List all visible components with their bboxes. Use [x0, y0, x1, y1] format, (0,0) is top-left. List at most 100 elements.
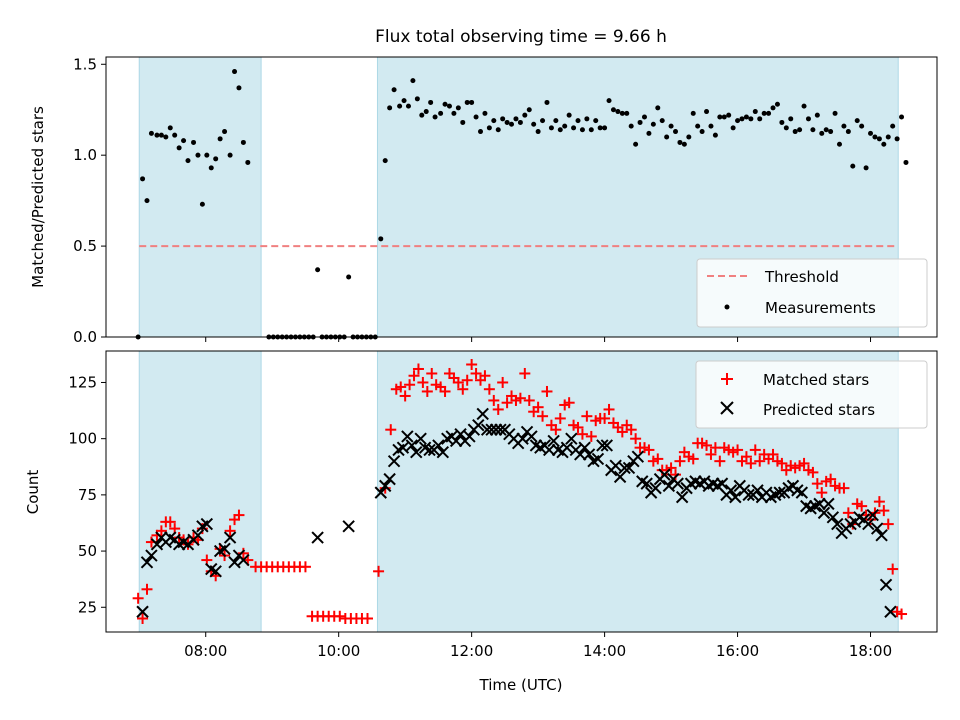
measurement-point — [544, 99, 550, 105]
bottom-x-tick-label: 12:00 — [450, 642, 493, 660]
measurement-point — [405, 103, 411, 109]
measurement-point — [401, 98, 407, 104]
measurement-point — [610, 107, 616, 113]
matched-star-point — [838, 482, 850, 494]
matched-star-point — [461, 374, 473, 386]
measurement-point — [890, 123, 896, 129]
predicted-star-point — [831, 517, 844, 531]
predicted-star-point — [662, 479, 676, 493]
predicted-star-point — [591, 452, 605, 466]
predicted-star-point — [223, 531, 237, 544]
top-y-tick-label: 0.5 — [73, 237, 97, 255]
predicted-star-point — [476, 407, 489, 421]
measurement-point — [761, 110, 767, 116]
matched-star-point — [603, 403, 615, 415]
bottom-x-axis-label: Time (UTC) — [479, 676, 563, 694]
matched-star-point — [385, 424, 397, 436]
measurement-point — [158, 132, 164, 138]
predicted-star-point — [578, 441, 591, 454]
predicted-star-point — [311, 531, 324, 544]
predicted-star-point — [379, 479, 392, 493]
measurement-point — [486, 125, 492, 131]
measurement-point — [823, 127, 829, 133]
predicted-star-point — [675, 490, 689, 504]
matched-star-point — [492, 403, 504, 415]
matched-star-point — [873, 496, 885, 508]
measurement-point — [432, 114, 438, 120]
measurement-point — [885, 134, 891, 140]
matched-star-point — [483, 383, 495, 395]
predicted-star-point — [622, 461, 636, 475]
matched-star-point — [798, 457, 810, 469]
measurement-point — [726, 112, 732, 118]
bottom-y-tick-label: 25 — [78, 598, 97, 616]
measurement-point — [845, 129, 851, 135]
measurement-point — [531, 121, 537, 127]
measurement-point — [792, 129, 798, 135]
measurement-point — [584, 116, 590, 122]
bottom-y-tick-label: 125 — [68, 373, 97, 391]
predicted-star-point — [423, 443, 436, 457]
matched-star-point — [776, 457, 788, 469]
legend-matched-label: Matched stars — [763, 371, 869, 389]
predicted-star-point — [342, 520, 355, 533]
bottom-y-tick-label: 75 — [78, 486, 97, 504]
predicted-star-point — [547, 434, 560, 448]
measurement-point — [181, 138, 187, 144]
measurement-point — [455, 105, 461, 111]
measurement-point — [615, 109, 621, 115]
matched-star-point — [523, 394, 535, 406]
matched-star-point — [299, 561, 311, 573]
matched-star-point — [417, 376, 429, 388]
matched-star-point — [687, 453, 699, 465]
matched-star-point — [599, 412, 611, 424]
measurement-point — [217, 136, 223, 142]
predicted-star-point — [649, 481, 662, 495]
predicted-star-point — [729, 490, 742, 504]
matched-star-point — [554, 412, 566, 424]
top-observing-span-1 — [138, 56, 262, 338]
predicted-star-point — [565, 432, 578, 445]
predicted-star-point — [715, 477, 729, 490]
measurement-point — [513, 116, 519, 122]
measurement-point — [881, 141, 887, 147]
measurement-point — [144, 198, 150, 204]
matched-star-point — [572, 421, 584, 433]
predicted-star-point — [875, 529, 888, 542]
matched-star-point — [537, 410, 549, 422]
measurement-point — [619, 110, 625, 116]
matched-star-point — [132, 592, 144, 604]
matched-star-point — [532, 401, 544, 413]
bottom-y-tick-label: 100 — [68, 430, 97, 448]
measurement-point — [841, 123, 847, 129]
predicted-star-point — [191, 529, 205, 542]
predicted-star-point — [525, 430, 538, 443]
measurement-point — [704, 109, 710, 115]
measurement-point — [500, 116, 506, 122]
measurement-point — [566, 112, 572, 118]
measurement-point — [227, 152, 233, 158]
measurement-point — [655, 105, 661, 111]
measurement-point — [668, 123, 674, 129]
bottom-legend: Matched stars Predicted stars — [695, 360, 928, 429]
bottom-x-tick-label: 10:00 — [317, 642, 360, 660]
matched-star-point — [878, 505, 890, 517]
measurement-point — [419, 112, 425, 118]
predicted-star-point — [671, 477, 684, 490]
predicted-star-point — [383, 472, 396, 486]
measurement-point — [236, 85, 242, 91]
matched-star-point — [237, 547, 249, 559]
matched-star-point — [616, 426, 628, 438]
predicted-star-point — [489, 423, 503, 436]
measurement-point — [478, 129, 484, 135]
matched-star-point — [585, 430, 597, 442]
bottom-panel: 25 50 75 100 125 08:00 10:00 12:00 14:00 16:00 18… — [24, 350, 938, 694]
measurement-point — [597, 125, 603, 131]
measurement-point — [451, 110, 457, 116]
matched-star-point — [816, 487, 828, 499]
measurement-point — [315, 267, 321, 273]
predicted-star-point — [724, 484, 738, 497]
measurement-point — [204, 152, 210, 158]
matched-star-point — [882, 518, 894, 530]
